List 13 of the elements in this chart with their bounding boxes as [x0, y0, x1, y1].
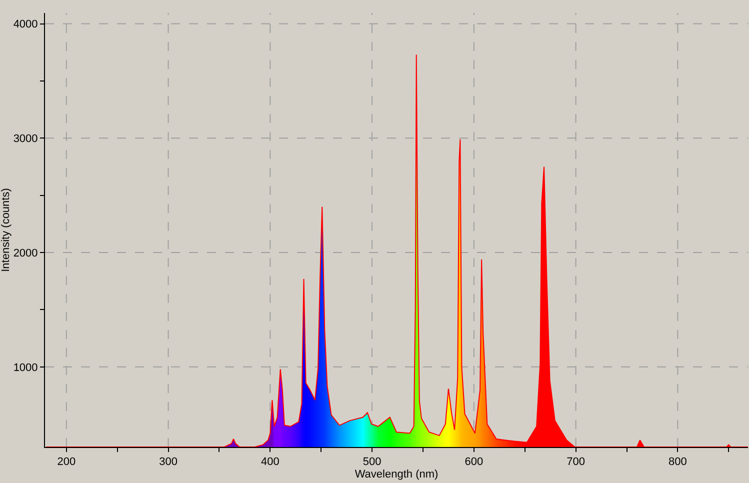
- x-tick-label: 200: [57, 456, 76, 468]
- y-tick-label: 3000: [13, 132, 38, 145]
- x-axis-title: Wavelength (nm): [354, 468, 438, 480]
- x-tick-label: 300: [159, 456, 178, 468]
- y-tick-label: 2000: [13, 247, 38, 260]
- y-tick-label: 1000: [13, 362, 38, 374]
- x-tick-label: 400: [260, 456, 280, 468]
- x-tick-label: 600: [464, 456, 484, 468]
- x-tick-label: 500: [362, 456, 382, 468]
- y-tick-label: 4000: [13, 18, 38, 31]
- x-tick-label: 800: [668, 456, 687, 468]
- y-axis-title: Intensity (counts): [0, 188, 12, 272]
- x-tick-label: 700: [566, 456, 585, 468]
